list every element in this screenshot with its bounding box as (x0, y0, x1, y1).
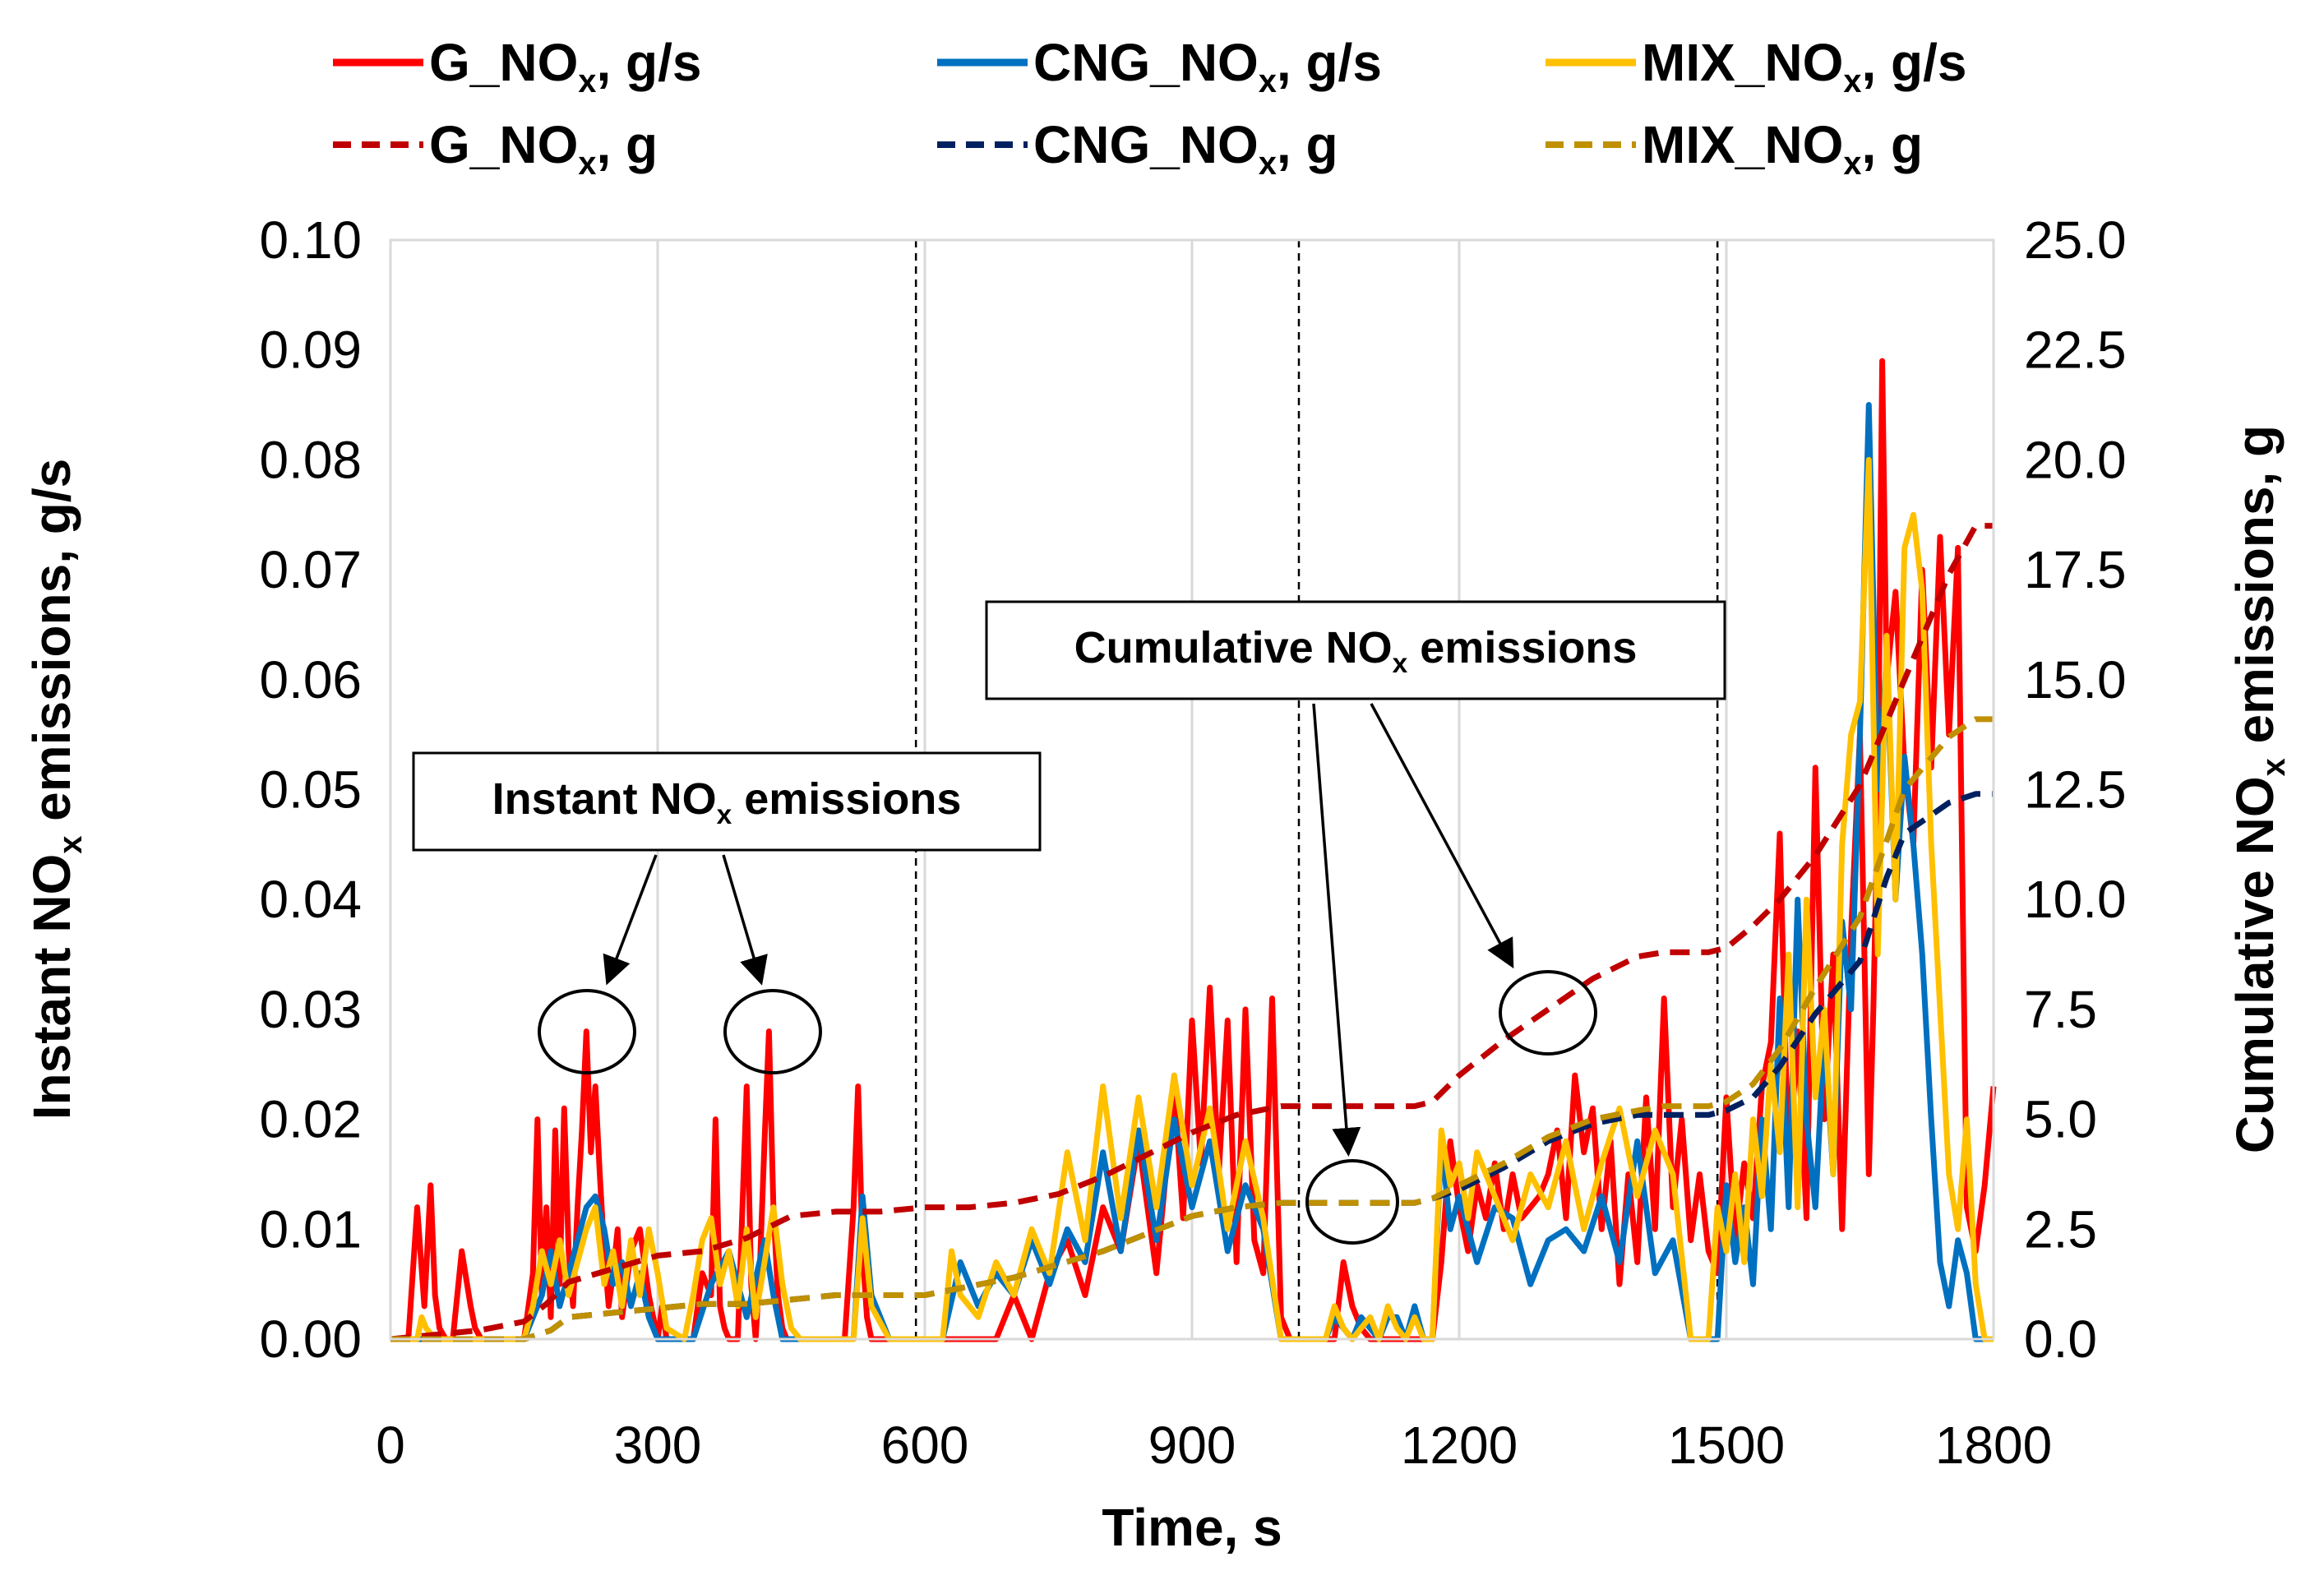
y-left-tick-label-0-00: 0.00 (259, 1310, 362, 1369)
annotation-cumulative-text: Cumulative NOx emissions (1074, 623, 1638, 679)
legend: G_NOx, g/s CNG_NOx, g/s MIX_NOx, g/s G_N… (333, 33, 1966, 182)
x-tick-label-0: 0 (376, 1416, 405, 1475)
legend-label-cng-nox-g: CNG_NOx, g (1033, 115, 1338, 182)
legend-label-cng-nox-gs: CNG_NOx, g/s (1033, 33, 1382, 99)
y-right-tick-label-22-5: 22.5 (2024, 321, 2127, 380)
annotation-cumulative-box (985, 600, 1726, 700)
x-axis-ticks: 0 300 600 900 1200 1500 1800 (376, 1416, 2052, 1475)
y-left-tick-label-0-02: 0.02 (259, 1090, 362, 1149)
y-right-title-rest: emissions, g (2225, 425, 2285, 758)
y-right-tick-label-20-0: 20.0 (2024, 430, 2127, 489)
annotation-circle-instant-2 (723, 989, 822, 1074)
legend-item-g-nox-gs: G_NOx, g/s (333, 33, 701, 99)
y-right-axis-title: Cumulative NOx emissions, g (2225, 425, 2292, 1153)
y-right-tick-label-5-0: 5.0 (2024, 1090, 2097, 1149)
annotation-circle-cumulative-1 (1305, 1159, 1399, 1245)
y-left-tick-label-0-08: 0.08 (259, 430, 362, 489)
legend-label-g-nox-gs: G_NOx, g/s (429, 33, 701, 99)
y-left-tick-label-0-01: 0.01 (259, 1199, 362, 1259)
y-right-axis-ticks: 0.0 2.5 5.0 7.5 10.0 12.5 15.0 17.5 20.0 22.5 25.0 (2024, 210, 2127, 1369)
annotation-instant-box (412, 751, 1042, 852)
y-left-tick-label-0-05: 0.05 (259, 760, 362, 820)
legend-label-g-nox-g: G_NOx, g (429, 115, 658, 182)
y-right-tick-label-7-5: 7.5 (2024, 980, 2097, 1039)
y-left-tick-label-0-10: 0.10 (259, 210, 362, 270)
legend-item-mix-nox-g: MIX_NOx, g (1545, 115, 1923, 182)
series-line-g-nox-g (390, 523, 1994, 1342)
y-left-title-rest: emissions, g/s (22, 459, 81, 836)
y-right-tick-label-25-0: 25.0 (2024, 210, 2127, 270)
plot-area-frame (389, 238, 1995, 1341)
y-left-title-sub: x (53, 836, 89, 854)
y-left-tick-label-0-04: 0.04 (259, 870, 362, 929)
x-tick-label-1500: 1500 (1668, 1416, 1785, 1475)
series-line-g-nox-g-s (390, 358, 1997, 1342)
x-axis-title: Time, s (1102, 1498, 1282, 1557)
y-right-tick-label-12-5: 12.5 (2024, 760, 2127, 820)
legend-label-mix-nox-g: MIX_NOx, g (1642, 115, 1923, 182)
x-tick-label-1800: 1800 (1935, 1416, 2052, 1475)
legend-label-mix-nox-gs: MIX_NOx, g/s (1642, 33, 1966, 99)
legend-item-mix-nox-gs: MIX_NOx, g/s (1545, 33, 1966, 99)
annotation-arrow-cumulative-2 (1370, 703, 1514, 969)
annotation-cumulative: Cumulative NOx emissions (985, 600, 1726, 1245)
y-right-title-main: Cumulative NO (2225, 776, 2285, 1153)
x-tick-label-1200: 1200 (1401, 1416, 1518, 1475)
legend-item-cng-nox-g: CNG_NOx, g (937, 115, 1338, 182)
x-tick-label-300: 300 (614, 1416, 702, 1475)
y-left-axis-title: Instant NOx emissions, g/s (22, 459, 89, 1120)
annotation-circle-instant-1 (538, 989, 636, 1074)
series-line-mix-nox-g (390, 716, 1994, 1342)
x-tick-label-900: 900 (1148, 1416, 1236, 1475)
y-left-title-main: Instant NO (22, 854, 81, 1120)
legend-item-g-nox-g: G_NOx, g (333, 115, 658, 182)
y-right-tick-label-2-5: 2.5 (2024, 1199, 2097, 1259)
y-left-tick-label-0-06: 0.06 (259, 650, 362, 709)
legend-item-cng-nox-gs: CNG_NOx, g/s (937, 33, 1382, 99)
y-left-axis-ticks: 0.00 0.01 0.02 0.03 0.04 0.05 0.06 0.07 0.08 0.09… (259, 210, 362, 1369)
x-tick-label-600: 600 (881, 1416, 969, 1475)
y-right-title-sub: x (2256, 758, 2292, 776)
y-left-tick-label-0-07: 0.07 (259, 540, 362, 599)
vertical-gridlines (656, 240, 1728, 1339)
annotation-instant: Instant NOx emissions (412, 751, 1042, 1074)
y-left-tick-label-0-09: 0.09 (259, 321, 362, 380)
y-right-tick-label-10-0: 10.0 (2024, 870, 2127, 929)
annotation-arrow-instant-1 (603, 854, 658, 986)
y-right-tick-label-17-5: 17.5 (2024, 540, 2127, 599)
y-left-tick-label-0-03: 0.03 (259, 980, 362, 1039)
y-right-tick-label-15-0: 15.0 (2024, 650, 2127, 709)
annotation-circle-cumulative-2 (1499, 970, 1597, 1056)
annotation-arrow-cumulative-1 (1312, 703, 1361, 1157)
annotation-instant-text: Instant NOx emissions (492, 774, 962, 830)
y-right-tick-label-0-0: 0.0 (2024, 1310, 2097, 1369)
annotation-arrow-instant-2 (722, 854, 768, 986)
